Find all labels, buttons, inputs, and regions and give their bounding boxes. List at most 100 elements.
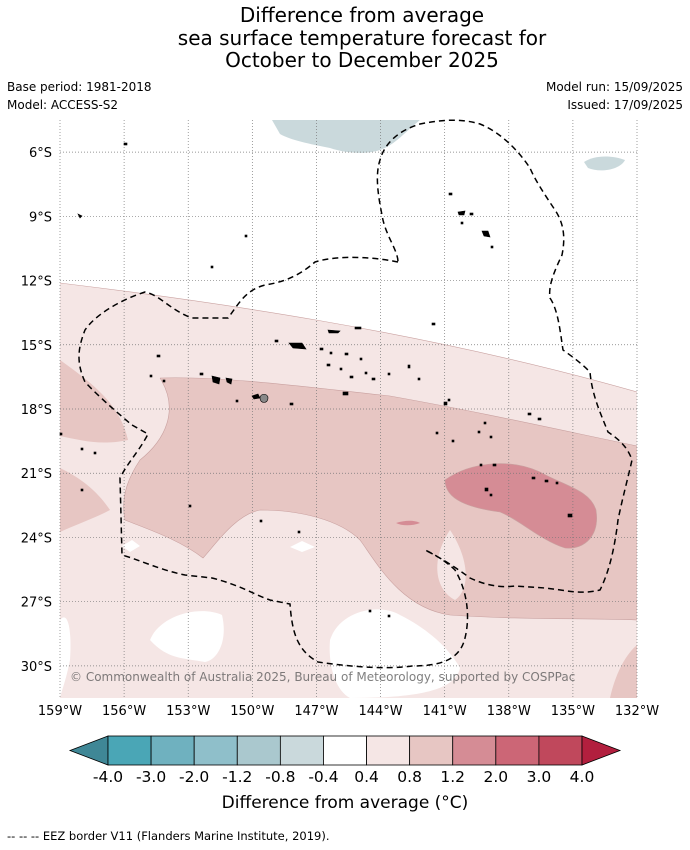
island (93, 451, 97, 455)
island (544, 479, 549, 483)
island (288, 342, 307, 350)
island (527, 412, 532, 416)
base-period: Base period: 1981-2018 (7, 80, 152, 94)
latitude-label: 24°S (21, 531, 52, 546)
colorbar-tick-label: -0.4 (308, 768, 338, 786)
island (489, 435, 493, 439)
anomaly-band-neg-0.4-0.8-ne (584, 156, 625, 171)
island (479, 463, 483, 467)
latitude-label: 6°S (29, 146, 52, 161)
anomaly-band-neg-0.4-0.8-north (272, 120, 420, 153)
island (344, 352, 349, 356)
colorbar-swatch (236, 735, 281, 766)
island (162, 379, 166, 383)
latitude-label: 15°S (21, 339, 52, 354)
island (259, 393, 269, 403)
colorbar-swatch (279, 735, 324, 766)
anomaly-band-0.8-1.2-se (610, 645, 637, 698)
colorbar-swatch (495, 735, 540, 766)
colorbar-tick-label: -2.0 (179, 768, 209, 786)
neutral-hole-small-2 (290, 541, 315, 552)
island (457, 210, 466, 216)
island (407, 364, 411, 369)
longitude-label: 141°W (423, 704, 467, 719)
island (451, 439, 455, 443)
island (555, 481, 559, 485)
island (387, 614, 391, 618)
island (435, 431, 439, 435)
eez-border (78, 119, 633, 669)
island (339, 367, 343, 371)
island (490, 245, 494, 249)
anomaly-contours (60, 282, 637, 621)
colorbar-extend-high (581, 735, 622, 766)
island (537, 417, 542, 421)
island (492, 463, 497, 467)
latitude-label: 30°S (21, 660, 52, 675)
colorbar-tick-label: -0.8 (265, 768, 295, 786)
latitude-labels: 6°S 9°S 12°S 15°S 18°S 21°S 24°S 27°S 30°S (21, 146, 52, 675)
island (417, 377, 421, 381)
contour-line-1.2 (444, 463, 597, 549)
island (149, 374, 153, 378)
island (354, 326, 362, 330)
anomaly-band-0.8-1.2-west (60, 360, 128, 443)
colorbar-labels: -4.0 -3.0 -2.0 -1.2 -0.8 -0.4 0.4 0.8 1.2 2.0 3.0 4… (93, 768, 594, 786)
latitude-label: 21°S (21, 467, 52, 482)
island (327, 329, 341, 334)
title-line-3: October to December 2025 (225, 48, 499, 72)
colorbar-swatch (538, 735, 583, 766)
colorbar-tick-label: -4.0 (93, 768, 123, 786)
island (447, 398, 451, 402)
island (359, 357, 363, 361)
island (349, 375, 354, 379)
island (326, 363, 331, 367)
island (244, 234, 248, 238)
longitude-label: 135°W (551, 704, 595, 719)
colorbar-extend-low (68, 735, 109, 766)
island (531, 476, 536, 480)
island (448, 192, 453, 196)
island (319, 347, 324, 351)
island (80, 488, 84, 492)
island (329, 351, 333, 355)
latitude-label: 12°S (21, 275, 52, 290)
longitude-label: 153°W (166, 704, 210, 719)
meta-right: Model run: 15/09/2025 Issued: 17/09/2025 (546, 78, 683, 114)
longitude-label: 150°W (230, 704, 274, 719)
neutral-hole-south-west (150, 611, 224, 662)
island (342, 391, 349, 396)
island (289, 402, 294, 406)
island (80, 447, 84, 451)
island (484, 487, 489, 492)
latitude-label: 9°S (29, 210, 52, 225)
colorbar-swatch (409, 735, 454, 766)
colorbar-swatch (150, 735, 195, 766)
anomaly-band-1.2-2.0 (445, 463, 597, 549)
colorbar-tick-label: 3.0 (527, 768, 552, 786)
neutral-hole-small-1 (122, 540, 140, 552)
colorbar-tick-label: -1.2 (222, 768, 252, 786)
island (469, 212, 474, 216)
island (274, 339, 279, 343)
island (489, 493, 493, 497)
colorbar-tick-label: 1.2 (440, 768, 465, 786)
longitude-label: 147°W (294, 704, 338, 719)
colorbar-tick-label: 2.0 (483, 768, 508, 786)
islands (59, 142, 573, 618)
island (225, 377, 233, 385)
longitude-label: 138°W (487, 704, 531, 719)
anomaly-band-0.8-1.2-sw (60, 468, 110, 532)
island (477, 430, 481, 434)
island (483, 421, 487, 425)
island (368, 609, 372, 613)
contour-line-0.4 (60, 282, 637, 393)
island (443, 401, 448, 406)
island (199, 372, 204, 376)
longitude-label: 144°W (358, 704, 402, 719)
island (210, 265, 214, 269)
copyright-text: © Commonwealth of Australia 2025, Bureau… (70, 670, 575, 684)
title-line-1: Difference from average (239, 3, 485, 27)
meta-left: Base period: 1981-2018 Model: ACCESS-S2 (7, 78, 152, 114)
